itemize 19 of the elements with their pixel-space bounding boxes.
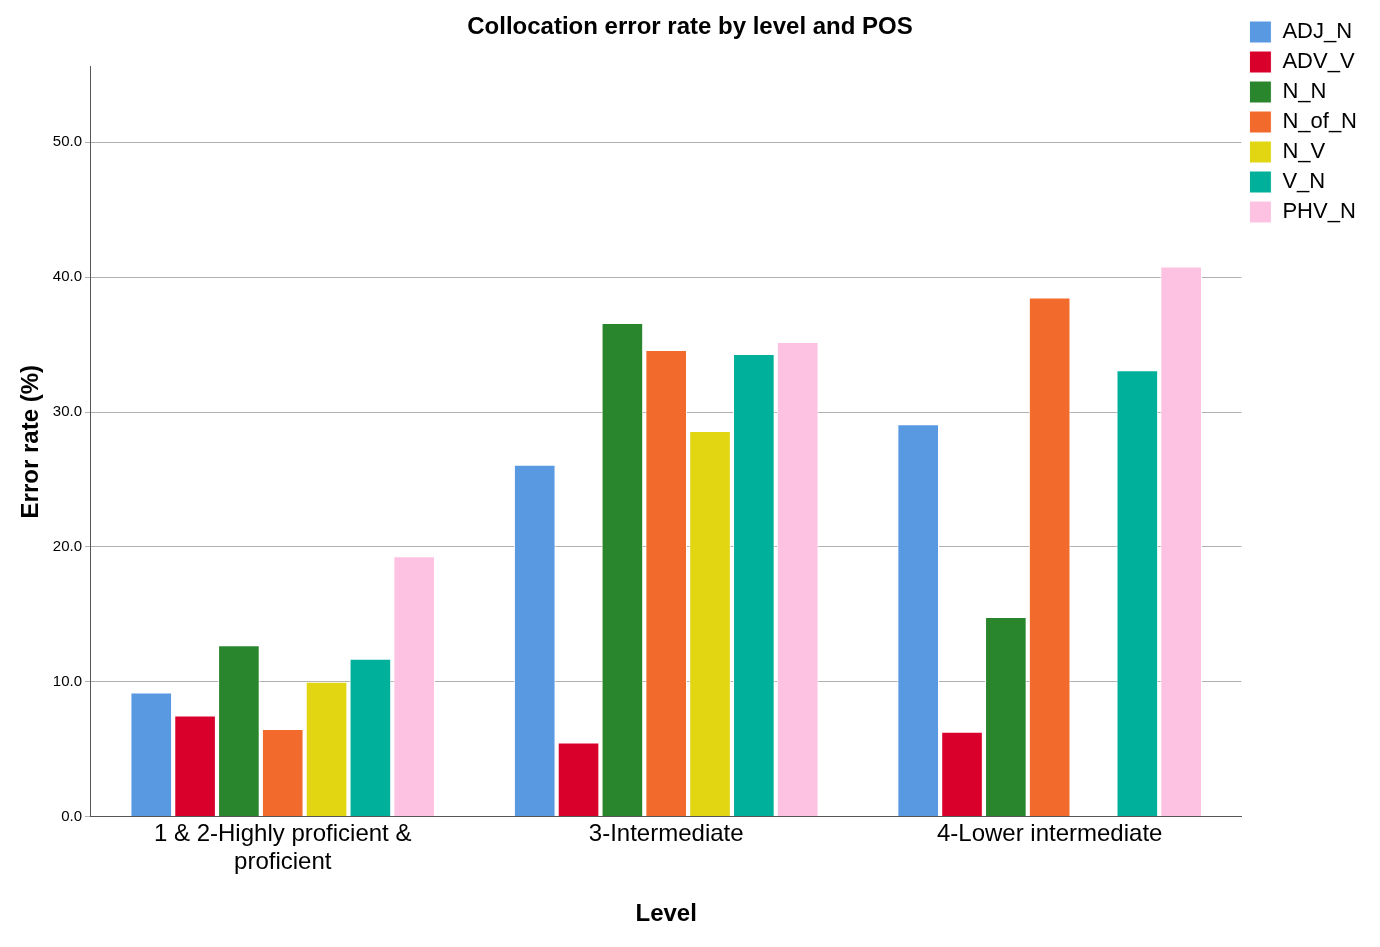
chart-title: Collocation error rate by level and POS: [467, 12, 913, 40]
x-tick-label: 1 & 2-Highly proficient & proficient: [154, 818, 412, 875]
y-tick-label: 20.0: [52, 537, 82, 555]
y-tick-label: 30.0: [52, 402, 82, 420]
y-axis-title: Error rate (%): [16, 365, 44, 519]
x-tick-label: 3-Intermediate: [588, 818, 744, 846]
legend-label: N_V: [1282, 138, 1326, 164]
y-tick-label: 50.0: [52, 132, 82, 150]
legend-label: V_N: [1282, 168, 1326, 194]
legend-label: ADJ_N: [1282, 18, 1353, 44]
y-tick-label: 40.0: [52, 267, 82, 285]
legend-label: PHV_N: [1282, 198, 1356, 224]
legend-label: N_N: [1282, 78, 1327, 104]
y-tick-label: 0.0: [61, 806, 82, 824]
x-axis-title: Level: [635, 899, 697, 927]
legend-label: N_of_N: [1282, 108, 1357, 134]
y-tick-label: 10.0: [52, 671, 82, 689]
x-tick-label: 4-Lower intermediate: [936, 818, 1163, 846]
legend-label: ADV_V: [1282, 48, 1355, 74]
